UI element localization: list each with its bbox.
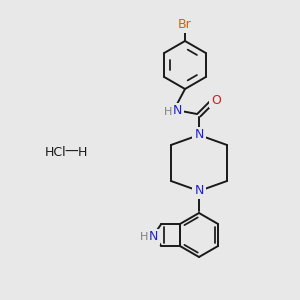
Text: N: N (149, 230, 158, 244)
Text: O: O (211, 94, 221, 106)
Text: N: N (194, 184, 204, 197)
Text: H: H (140, 232, 148, 242)
Text: HCl: HCl (45, 146, 67, 158)
Text: N: N (194, 128, 204, 142)
Text: —: — (64, 145, 78, 159)
Text: H: H (77, 146, 87, 158)
Text: N: N (172, 104, 182, 118)
Text: H: H (164, 107, 172, 117)
Text: Br: Br (178, 19, 192, 32)
Text: N: N (194, 128, 204, 142)
